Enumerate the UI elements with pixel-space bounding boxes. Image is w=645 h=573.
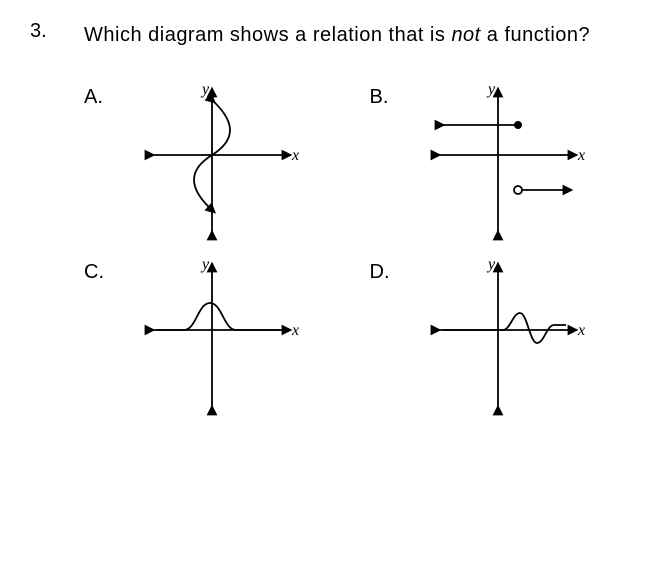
option-c[interactable]: C. y x (84, 255, 330, 420)
question-text-part2: a function? (481, 24, 590, 46)
option-b-label: B. (370, 86, 398, 109)
option-a-label: A. (84, 86, 112, 109)
option-c-label: C. (84, 261, 112, 284)
diagram-c: y x (132, 255, 312, 420)
y-axis-label: y (486, 81, 496, 98)
question-text: Which diagram shows a relation that is n… (84, 20, 590, 50)
question-row: 3. Which diagram shows a relation that i… (30, 20, 615, 50)
options-grid: A. y x B. (84, 80, 615, 420)
x-axis-label: x (291, 147, 299, 164)
y-axis-label: y (486, 256, 496, 273)
diagram-a: y x (132, 80, 312, 245)
x-axis-label: x (291, 322, 299, 339)
diagram-b: y x (418, 80, 598, 245)
y-axis-label: y (200, 81, 210, 98)
diagram-d: y x (418, 255, 598, 420)
question-number: 3. (30, 20, 60, 43)
question-italic: not (451, 24, 480, 46)
y-axis-label: y (200, 256, 210, 273)
x-axis-label: x (577, 322, 585, 339)
option-d-label: D. (370, 261, 398, 284)
x-axis-label: x (577, 147, 585, 164)
option-d[interactable]: D. y x (370, 255, 616, 420)
option-b[interactable]: B. y x (370, 80, 616, 245)
question-text-part1: Which diagram shows a relation that is (84, 24, 451, 46)
option-a[interactable]: A. y x (84, 80, 330, 245)
